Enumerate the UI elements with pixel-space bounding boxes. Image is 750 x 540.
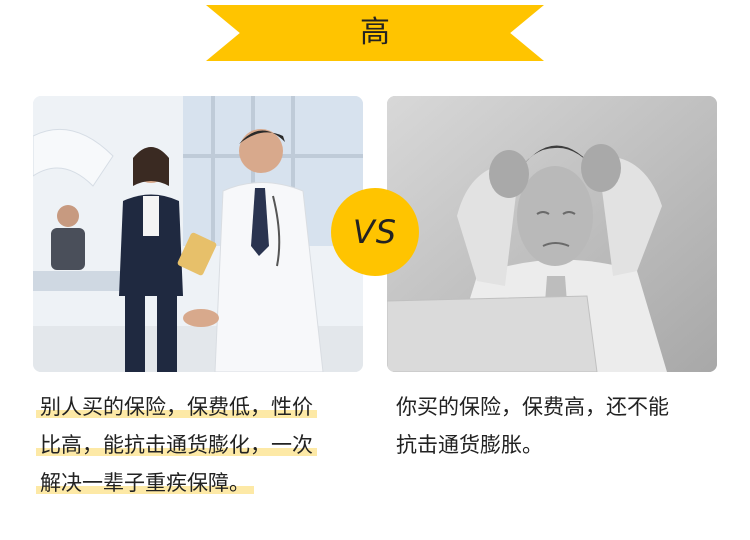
right-caption-line: 抗击通货膨胀。 <box>396 433 543 457</box>
vs-badge: VS <box>331 188 419 276</box>
left-caption-line: 解决一辈子重疾保障。 <box>36 471 254 495</box>
left-caption-line: 比高，能抗击通货膨化，一次 <box>36 433 317 457</box>
left-caption-line: 别人买的保险，保费低，性价 <box>36 395 317 419</box>
banner-title: 高 <box>360 15 390 50</box>
handshake-photo <box>33 96 363 372</box>
stressed-man-photo <box>387 96 717 372</box>
title-banner: 高 <box>206 5 544 61</box>
right-caption-line: 你买的保险，保费高，还不能 <box>396 395 669 419</box>
left-caption: 别人买的保险，保费低，性价 比高，能抗击通货膨化，一次 解决一辈子重疾保障。 <box>36 388 360 502</box>
right-caption: 你买的保险，保费高，还不能 抗击通货膨胀。 <box>396 388 716 464</box>
